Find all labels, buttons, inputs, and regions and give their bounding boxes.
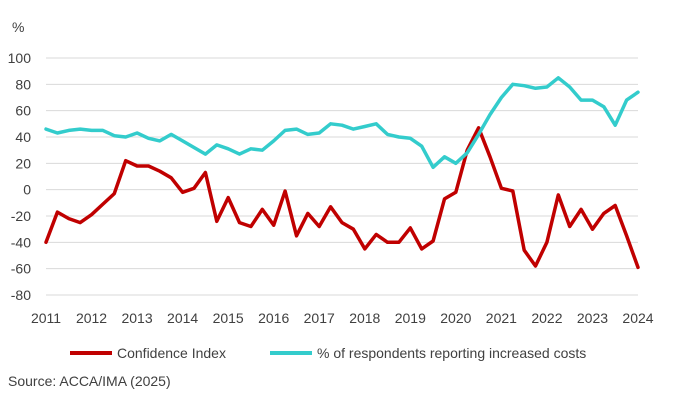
source-note: Source: ACCA/IMA (2025) [8, 373, 171, 389]
y-axis: -80 -60 -40 -20 0 20 40 60 80 100 [8, 50, 32, 303]
x-tick-label: 2024 [622, 310, 653, 326]
x-tick-label: 2018 [349, 310, 380, 326]
series-lines [44, 76, 640, 270]
x-tick-label: 2013 [121, 310, 152, 326]
y-tick-label: 100 [8, 50, 32, 66]
x-tick-label: 2015 [213, 310, 244, 326]
y-tick-label: 80 [15, 76, 31, 92]
y-tick-label: -60 [11, 261, 31, 277]
legend-label-confidence-index: Confidence Index [117, 345, 226, 361]
y-tick-label: -40 [11, 234, 31, 250]
x-tick-label: 2016 [258, 310, 289, 326]
x-tick-label: 2021 [486, 310, 517, 326]
y-tick-label: -80 [11, 287, 31, 303]
series-line-confidence-index [44, 126, 640, 270]
x-tick-label: 2014 [167, 310, 198, 326]
x-tick-label: 2020 [440, 310, 471, 326]
grid-lines [46, 57, 638, 296]
y-tick-label: -20 [11, 208, 31, 224]
y-tick-label: 20 [15, 155, 31, 171]
legend: Confidence Index % of respondents report… [70, 345, 586, 361]
x-tick-label: 2022 [531, 310, 562, 326]
legend-label-increased-costs: % of respondents reporting increased cos… [317, 345, 586, 361]
x-axis: 2011 2012 2013 2014 2015 2016 2017 2018 2019 2020… [31, 310, 654, 326]
y-tick-label: 40 [15, 129, 31, 145]
x-tick-label: 2019 [395, 310, 426, 326]
x-tick-label: 2023 [577, 310, 608, 326]
x-tick-label: 2011 [31, 310, 61, 326]
y-tick-label: 60 [15, 103, 31, 119]
x-tick-label: 2017 [304, 310, 335, 326]
y-tick-label: 0 [23, 182, 31, 198]
y-axis-label: % [12, 19, 24, 35]
x-tick-label: 2012 [76, 310, 107, 326]
series-line-increased-costs [44, 76, 640, 170]
